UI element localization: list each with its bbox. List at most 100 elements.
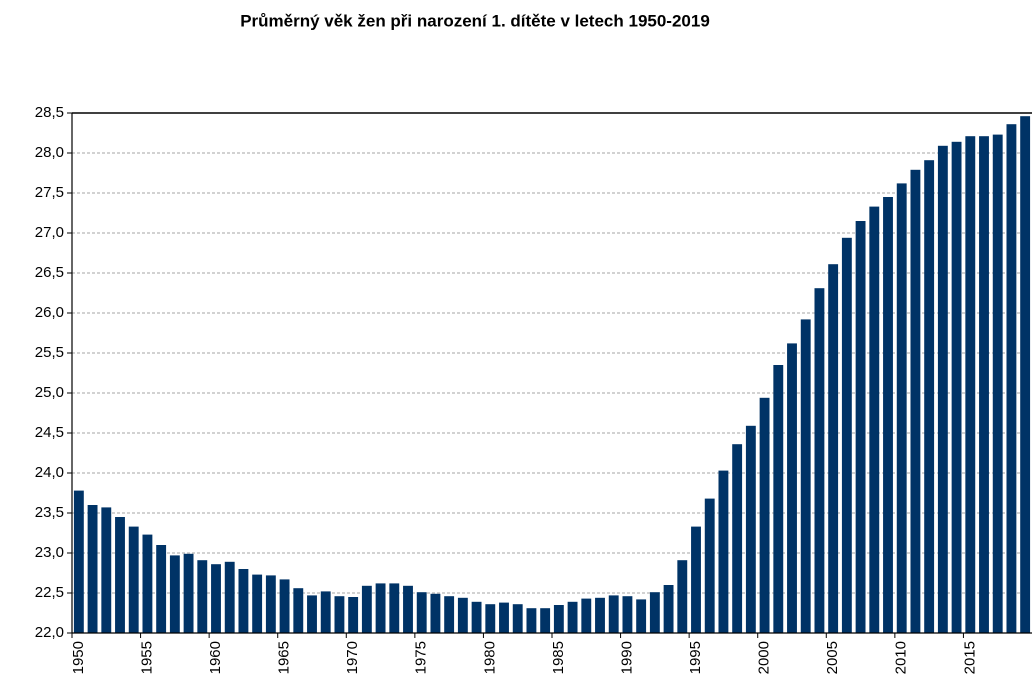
bar <box>293 588 304 633</box>
bar <box>718 470 729 633</box>
x-tick-label: 2000 <box>756 641 773 674</box>
bar <box>334 596 345 633</box>
y-tick-label: 25,5 <box>35 344 64 361</box>
bar <box>979 136 989 633</box>
bar <box>361 585 372 633</box>
bar <box>279 579 290 633</box>
y-tick-label: 25,0 <box>35 384 64 401</box>
bar <box>238 569 249 633</box>
bar <box>512 604 523 633</box>
bar <box>663 585 674 633</box>
bar <box>814 288 825 633</box>
bar <box>649 592 660 633</box>
y-tick-label: 27,5 <box>35 184 64 201</box>
bar <box>416 592 427 633</box>
x-tick-label: 2005 <box>824 641 841 674</box>
bar <box>87 505 98 633</box>
bar <box>992 134 1003 633</box>
x-tick-label: 2015 <box>961 641 978 674</box>
y-tick-label: 28,0 <box>35 144 64 161</box>
bar <box>183 553 194 633</box>
bar <box>540 608 551 633</box>
x-tick-label: 1975 <box>413 641 430 674</box>
x-tick-label: 1980 <box>481 641 498 674</box>
bar <box>389 583 400 633</box>
bar <box>937 145 948 634</box>
y-tick-label: 24,5 <box>35 424 64 441</box>
bar <box>622 596 633 633</box>
bar <box>142 534 153 633</box>
x-tick-label: 2010 <box>893 641 910 674</box>
bar <box>924 160 935 633</box>
bar <box>883 197 893 633</box>
y-tick-label: 22,0 <box>35 624 64 641</box>
bar <box>841 237 852 634</box>
bar <box>197 560 208 633</box>
y-tick-label: 24,0 <box>35 464 64 481</box>
bar <box>855 221 866 633</box>
y-tick-label: 22,5 <box>35 584 64 601</box>
bar <box>787 343 797 633</box>
bar <box>73 490 84 633</box>
bar <box>581 598 592 633</box>
bar <box>951 141 962 634</box>
bar <box>430 593 441 633</box>
bar <box>704 498 715 633</box>
bar <box>471 601 482 633</box>
bar <box>128 526 139 633</box>
bar <box>320 591 331 633</box>
bar <box>156 545 167 633</box>
bar <box>732 444 743 633</box>
x-tick-label: 1960 <box>207 641 224 674</box>
bar <box>636 599 647 633</box>
bar <box>553 605 564 633</box>
bar <box>403 585 413 633</box>
y-tick-label: 26,5 <box>35 264 64 281</box>
x-tick-label: 1990 <box>618 641 635 674</box>
bar <box>526 608 537 633</box>
y-tick-label: 26,0 <box>35 304 64 321</box>
bar <box>965 136 976 633</box>
bar <box>567 601 578 633</box>
bar <box>444 596 455 633</box>
bar <box>252 574 263 633</box>
bar <box>896 183 907 633</box>
y-tick-label: 23,0 <box>35 544 64 561</box>
bar <box>759 397 770 633</box>
bar <box>265 575 276 633</box>
bar <box>677 560 688 633</box>
y-tick-label: 27,0 <box>35 224 64 241</box>
x-tick-label: 1970 <box>344 641 361 674</box>
chart-title: Průměrný věk žen při narození 1. dítěte … <box>240 11 710 30</box>
x-tick-label: 1995 <box>687 641 704 674</box>
bar <box>499 602 509 633</box>
y-tick-label: 28,5 <box>35 104 64 121</box>
bar <box>485 604 496 633</box>
x-tick-label: 1955 <box>138 641 155 674</box>
x-tick-label: 1950 <box>70 641 87 674</box>
bar <box>457 597 468 633</box>
y-tick-label: 23,5 <box>35 504 64 521</box>
bar <box>773 365 784 633</box>
bar <box>169 555 180 633</box>
bar <box>348 597 359 633</box>
bar <box>307 595 317 633</box>
x-tick-label: 1985 <box>550 641 567 674</box>
bar <box>375 583 386 633</box>
bar <box>828 264 839 633</box>
bar <box>691 526 701 633</box>
bar <box>745 425 756 633</box>
bar <box>211 564 221 633</box>
bar <box>869 206 880 633</box>
bar <box>910 169 921 634</box>
x-tick-label: 1965 <box>276 641 293 674</box>
bar <box>1020 116 1031 633</box>
bar <box>1006 124 1017 633</box>
bar <box>115 517 125 633</box>
bar <box>224 561 235 633</box>
bar <box>800 319 811 633</box>
bar <box>608 595 619 633</box>
bar <box>595 597 605 633</box>
